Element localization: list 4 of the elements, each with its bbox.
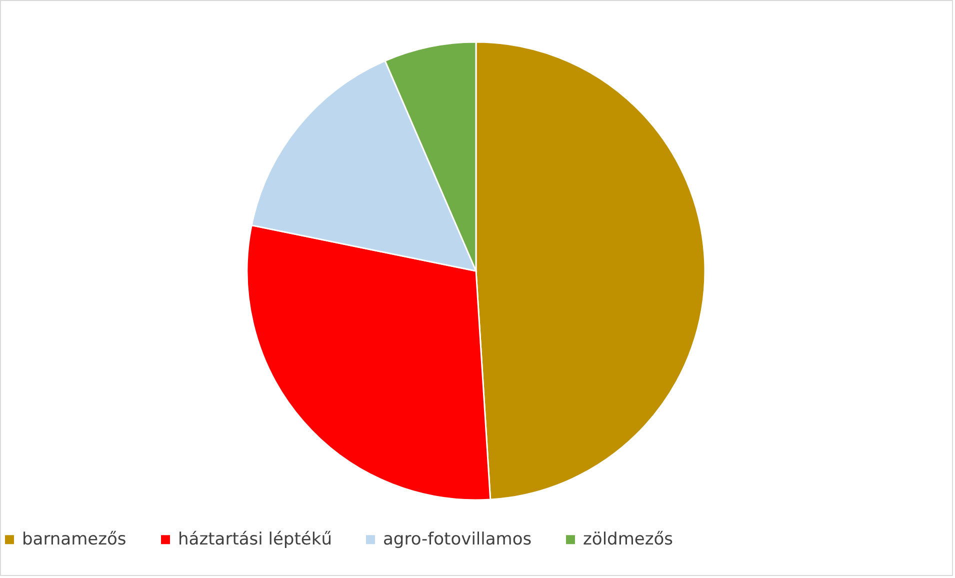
- legend-label: háztartási léptékű: [178, 530, 332, 550]
- legend-label: barnamezős: [22, 530, 126, 550]
- legend-label: zöldmezős: [583, 530, 674, 550]
- legend-label: agro-fotovillamos: [383, 530, 532, 550]
